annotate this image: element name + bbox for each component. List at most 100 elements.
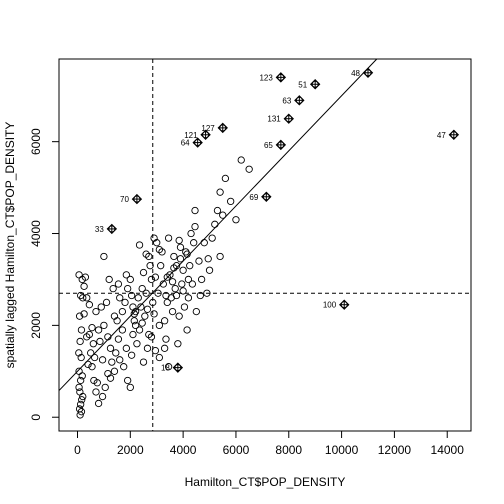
data-point bbox=[171, 284, 179, 293]
data-point bbox=[89, 340, 97, 348]
data-point bbox=[139, 358, 148, 366]
data-point bbox=[97, 303, 105, 311]
y-tick-label: 6000 bbox=[29, 128, 43, 155]
data-point bbox=[101, 383, 109, 392]
point-label: 48 bbox=[351, 69, 360, 78]
data-point bbox=[175, 312, 183, 320]
data-point bbox=[159, 280, 167, 288]
data-point bbox=[76, 337, 84, 346]
data-point bbox=[75, 349, 83, 357]
data-point bbox=[77, 291, 85, 300]
data-point bbox=[146, 262, 154, 270]
influential-point bbox=[364, 69, 372, 77]
data-point bbox=[75, 367, 83, 375]
data-point bbox=[100, 252, 108, 261]
data-point bbox=[78, 396, 86, 404]
data-point bbox=[170, 264, 178, 272]
data-point bbox=[77, 400, 85, 409]
data-point bbox=[192, 307, 200, 316]
data-point bbox=[120, 363, 128, 371]
point-label: 131 bbox=[267, 115, 281, 124]
influential-point bbox=[277, 141, 285, 149]
axes: 0 2000 4000 6000 8000 10000 12000 14000 0 2000 400… bbox=[29, 128, 464, 457]
x-tick-label: 10000 bbox=[325, 443, 359, 457]
data-point bbox=[164, 234, 173, 242]
data-point bbox=[163, 298, 171, 307]
data-point bbox=[130, 317, 138, 325]
data-point bbox=[92, 307, 100, 316]
data-point bbox=[85, 301, 94, 309]
data-point bbox=[170, 252, 178, 261]
data-point bbox=[147, 333, 156, 341]
data-point bbox=[135, 241, 144, 249]
data-point bbox=[188, 280, 197, 288]
point-label: 69 bbox=[249, 193, 258, 202]
data-point bbox=[106, 374, 115, 382]
data-point bbox=[96, 337, 104, 346]
y-tick-label: 4000 bbox=[29, 220, 43, 247]
x-axis-title: Hamilton_CT$POP_DENSITY bbox=[185, 475, 346, 489]
y-axis-title: spatially lagged Hamilton_CT$POP_DENSITY bbox=[3, 122, 17, 369]
data-point bbox=[166, 271, 174, 279]
data-point bbox=[118, 307, 127, 316]
data-point bbox=[88, 324, 96, 332]
influential-point bbox=[174, 364, 182, 372]
data-point bbox=[127, 351, 136, 359]
influential-point bbox=[311, 80, 319, 88]
influential-point bbox=[340, 301, 348, 309]
point-label: 100 bbox=[323, 301, 337, 310]
x-tick-label: 8000 bbox=[275, 443, 302, 457]
data-point bbox=[184, 294, 193, 302]
data-point bbox=[129, 303, 137, 311]
data-point bbox=[168, 278, 177, 286]
data-point bbox=[81, 273, 90, 281]
data-point bbox=[94, 399, 103, 408]
data-point bbox=[179, 266, 187, 274]
influential-point bbox=[450, 131, 458, 139]
point-label: 64 bbox=[181, 139, 190, 148]
data-point bbox=[211, 220, 219, 228]
data-point bbox=[149, 298, 157, 307]
data-point bbox=[160, 344, 169, 352]
data-point bbox=[121, 298, 129, 307]
data-point bbox=[216, 252, 224, 261]
data-point bbox=[131, 321, 140, 330]
data-point bbox=[105, 275, 113, 284]
data-point bbox=[178, 280, 186, 288]
data-point bbox=[106, 344, 115, 352]
x-tick-label: 2000 bbox=[117, 443, 144, 457]
data-point bbox=[155, 353, 164, 362]
data-point bbox=[141, 312, 149, 320]
y-tick-label: 2000 bbox=[29, 312, 43, 339]
data-point bbox=[83, 294, 91, 302]
data-point bbox=[92, 388, 100, 396]
data-point bbox=[150, 234, 158, 242]
x-tick-label: 4000 bbox=[170, 443, 197, 457]
data-point bbox=[180, 303, 189, 311]
data-point bbox=[204, 255, 212, 263]
data-point bbox=[213, 206, 222, 215]
point-label: 123 bbox=[259, 73, 273, 82]
data-point bbox=[84, 360, 92, 369]
data-point bbox=[183, 326, 191, 334]
data-point bbox=[162, 335, 170, 343]
data-point bbox=[138, 284, 146, 293]
data-point bbox=[191, 222, 199, 231]
data-point bbox=[150, 310, 158, 318]
data-point bbox=[172, 262, 181, 270]
data-point bbox=[174, 340, 182, 348]
influential-point bbox=[219, 124, 227, 132]
data-point bbox=[135, 326, 144, 334]
data-point bbox=[114, 280, 123, 288]
data-point bbox=[203, 289, 211, 297]
data-point bbox=[245, 165, 253, 173]
x-tick-label: 14000 bbox=[431, 443, 465, 457]
data-point bbox=[75, 271, 83, 279]
data-point bbox=[77, 353, 85, 362]
data-point bbox=[176, 255, 185, 263]
data-point bbox=[168, 307, 177, 316]
x-tick-label: 6000 bbox=[223, 443, 250, 457]
data-point bbox=[113, 317, 121, 325]
